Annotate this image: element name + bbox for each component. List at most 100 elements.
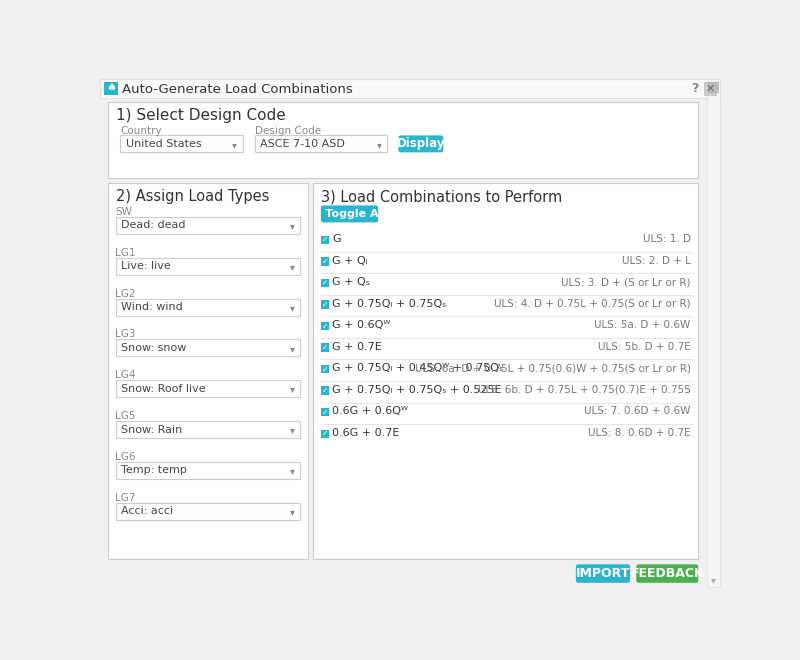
Text: ▾: ▾ (377, 140, 382, 150)
Text: ULS: 5a. D + 0.6W: ULS: 5a. D + 0.6W (594, 320, 690, 330)
Text: G: G (333, 234, 341, 244)
Text: LG7: LG7 (115, 492, 136, 503)
Text: G + 0.75Qₗ + 0.45Qᵂ + 0.75Qₛ: G + 0.75Qₗ + 0.45Qᵂ + 0.75Qₛ (333, 363, 504, 374)
Text: ✓: ✓ (322, 386, 328, 395)
Text: Snow: Roof live: Snow: Roof live (121, 383, 206, 394)
Text: ULS: 6b. D + 0.75L + 0.75(0.7)E + 0.75S: ULS: 6b. D + 0.75L + 0.75(0.7)E + 0.75S (478, 385, 690, 395)
Text: G + Qₗ: G + Qₗ (333, 255, 368, 265)
Text: ASCE 7-10 ASD: ASCE 7-10 ASD (261, 139, 346, 149)
Text: LG1: LG1 (115, 248, 136, 258)
Text: SW: SW (115, 207, 132, 217)
Text: 1) Select Design Code: 1) Select Design Code (115, 108, 286, 123)
Text: LG6: LG6 (115, 452, 136, 462)
Text: ?: ? (691, 82, 699, 95)
Text: ♠: ♠ (106, 83, 116, 94)
Text: IMPORT: IMPORT (576, 567, 630, 580)
Bar (100, 79, 720, 98)
Text: ✓: ✓ (322, 321, 328, 331)
Bar (321, 300, 330, 309)
Text: ULS: 1. D: ULS: 1. D (642, 234, 690, 244)
Text: 0.6G + 0.7E: 0.6G + 0.7E (333, 428, 400, 438)
Text: Country: Country (120, 126, 162, 136)
Text: Snow: Rain: Snow: Rain (121, 424, 182, 434)
Text: LG2: LG2 (115, 288, 136, 298)
Text: ▾: ▾ (290, 303, 294, 313)
Text: LG4: LG4 (115, 370, 136, 380)
Text: ULS: 3. D + (S or Lr or R): ULS: 3. D + (S or Lr or R) (561, 277, 690, 287)
Text: ✓: ✓ (322, 429, 328, 438)
Bar (115, 503, 300, 519)
Bar (321, 387, 330, 395)
Bar (707, 79, 720, 587)
Text: ULS: 8. 0.6D + 0.7E: ULS: 8. 0.6D + 0.7E (588, 428, 690, 438)
FancyBboxPatch shape (636, 564, 698, 583)
Text: G + Qₛ: G + Qₛ (333, 277, 370, 287)
Bar (321, 430, 330, 438)
Bar (321, 257, 330, 265)
Bar (321, 408, 330, 416)
Bar (255, 135, 386, 152)
Text: ULS: 7. 0.6D + 0.6W: ULS: 7. 0.6D + 0.6W (584, 407, 690, 416)
Text: Dead: dead: Dead: dead (121, 220, 186, 230)
Text: Auto-Generate Load Combinations: Auto-Generate Load Combinations (122, 83, 353, 96)
Text: Snow: snow: Snow: snow (121, 343, 186, 353)
Text: ✓ Toggle All: ✓ Toggle All (313, 209, 386, 219)
Text: ✓: ✓ (322, 408, 328, 416)
Bar (108, 102, 698, 178)
Text: ✓: ✓ (322, 257, 328, 266)
Text: Live: live: Live: live (121, 261, 170, 271)
Bar (115, 258, 300, 275)
Bar (321, 322, 330, 330)
FancyBboxPatch shape (321, 205, 378, 222)
Text: ▾: ▾ (290, 344, 294, 354)
Text: 2) Assign Load Types: 2) Assign Load Types (115, 189, 269, 205)
Bar (321, 365, 330, 374)
Text: Wind: wind: Wind: wind (121, 302, 182, 312)
Text: Design Code: Design Code (255, 126, 321, 136)
Text: G + 0.6Qᵂ: G + 0.6Qᵂ (333, 320, 390, 330)
Text: FEEDBACK: FEEDBACK (630, 567, 704, 580)
Text: ✓: ✓ (322, 235, 328, 244)
Text: ▾: ▾ (290, 507, 294, 517)
Text: ▾: ▾ (290, 385, 294, 395)
Text: Acci: acci: Acci: acci (121, 506, 173, 516)
Bar (321, 279, 330, 287)
Bar (115, 217, 300, 234)
Text: G + 0.7E: G + 0.7E (333, 342, 382, 352)
Text: ▾: ▾ (290, 466, 294, 476)
Text: Display: Display (397, 137, 445, 150)
Text: ULS: 5b. D + 0.7E: ULS: 5b. D + 0.7E (598, 342, 690, 352)
Bar (115, 380, 300, 397)
Bar (115, 462, 300, 479)
Bar (115, 421, 300, 438)
Text: 3) Load Combinations to Perform: 3) Load Combinations to Perform (321, 189, 562, 205)
Text: ULS: 2. D + L: ULS: 2. D + L (622, 255, 690, 265)
Text: ✓: ✓ (322, 343, 328, 352)
Text: ▾: ▾ (290, 262, 294, 272)
Text: ✕: ✕ (706, 83, 714, 94)
Bar (321, 236, 330, 244)
Text: G + 0.75Qₗ + 0.75Qₛ + 0.525E: G + 0.75Qₗ + 0.75Qₛ + 0.525E (333, 385, 502, 395)
Bar (321, 343, 330, 352)
FancyBboxPatch shape (576, 564, 630, 583)
Text: ULS: 6a. D + 0.75L + 0.75(0.6)W + 0.75(S or Lr or R): ULS: 6a. D + 0.75L + 0.75(0.6)W + 0.75(S… (414, 363, 690, 374)
Bar (104, 81, 118, 95)
Bar (108, 183, 308, 559)
Text: ▾: ▾ (233, 140, 238, 150)
Text: United States: United States (126, 139, 202, 149)
Text: ▾: ▾ (290, 221, 294, 231)
Text: Temp: temp: Temp: temp (121, 465, 187, 475)
FancyBboxPatch shape (398, 135, 443, 152)
Text: LG3: LG3 (115, 329, 136, 339)
Text: ✓: ✓ (322, 279, 328, 287)
Text: ULS: 4. D + 0.75L + 0.75(S or Lr or R): ULS: 4. D + 0.75L + 0.75(S or Lr or R) (494, 298, 690, 309)
Text: ▾: ▾ (290, 425, 294, 436)
Bar (704, 82, 716, 94)
Bar (120, 135, 242, 152)
Bar (313, 183, 698, 559)
Text: LG5: LG5 (115, 411, 136, 421)
Text: 0.6G + 0.6Qᵂ: 0.6G + 0.6Qᵂ (333, 407, 408, 416)
Text: ▾: ▾ (710, 576, 715, 585)
Bar (708, 81, 718, 92)
Text: G + 0.75Qₗ + 0.75Qₛ: G + 0.75Qₗ + 0.75Qₛ (333, 298, 447, 309)
